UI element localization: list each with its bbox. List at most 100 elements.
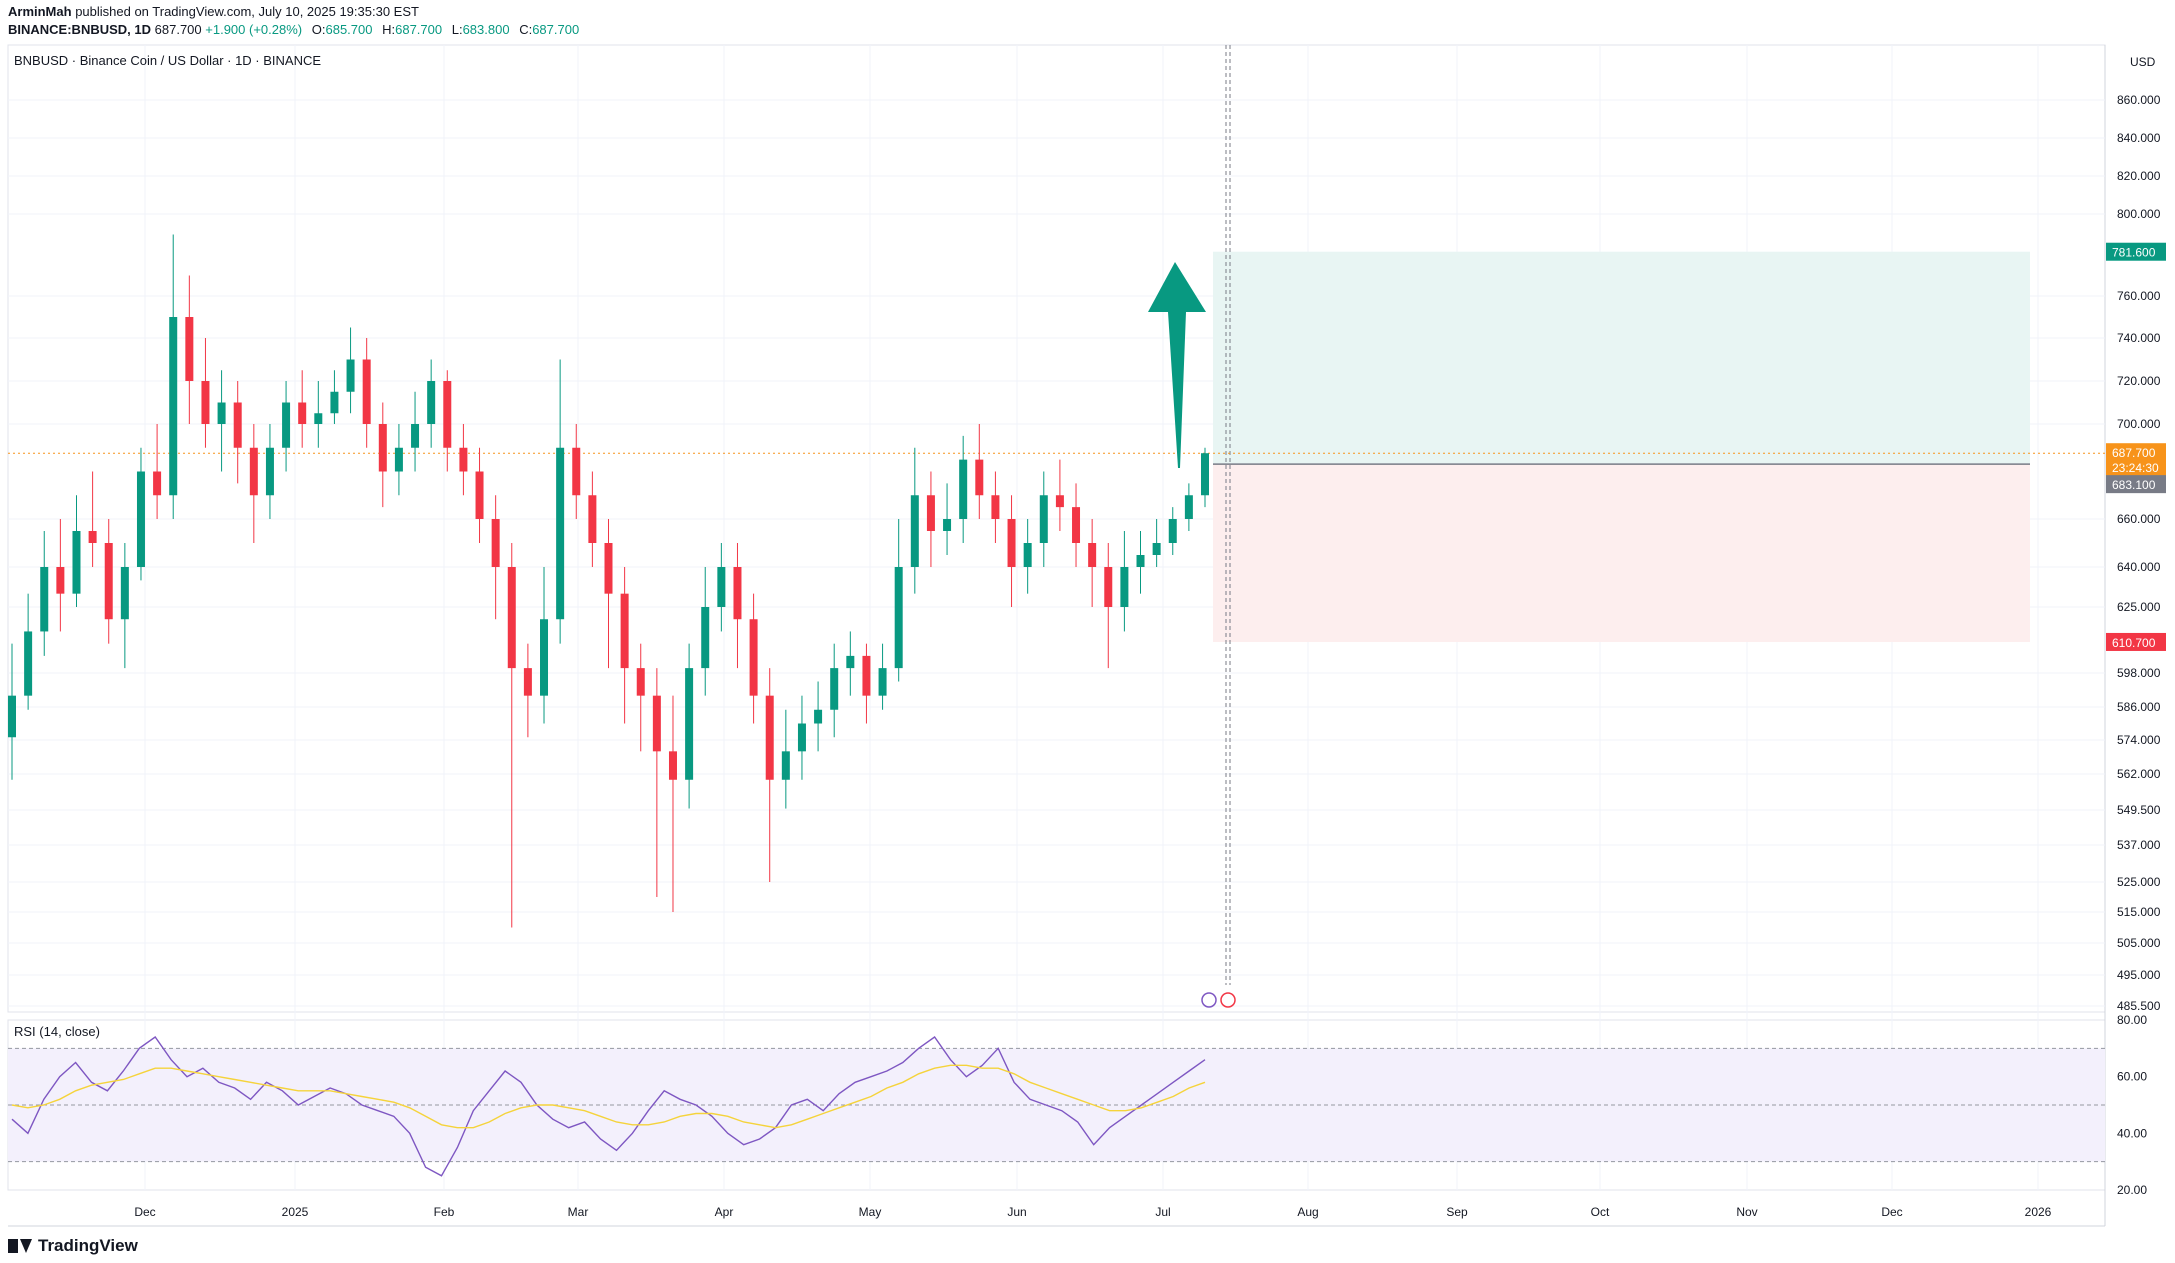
- candle-body: [459, 447, 468, 472]
- time-tick-label: Apr: [715, 1205, 734, 1219]
- candle-body: [24, 631, 33, 696]
- candle-body: [540, 619, 549, 696]
- price-tick-label: 700.000: [2117, 417, 2161, 431]
- candle-body: [1120, 567, 1129, 607]
- candle-body: [1088, 543, 1097, 567]
- candle-body: [249, 447, 258, 496]
- rsi-tick-label: 80.00: [2117, 1013, 2147, 1027]
- candle-body: [685, 668, 694, 780]
- price-tick-label: 860.000: [2117, 93, 2161, 107]
- time-tick-label: 2026: [2025, 1205, 2052, 1219]
- price-tick-label: 800.000: [2117, 207, 2161, 221]
- candle-body: [1072, 507, 1081, 543]
- candle-body: [475, 471, 484, 519]
- price-tick-label: 720.000: [2117, 374, 2161, 388]
- candle-body: [169, 317, 178, 496]
- price-tick-label: 640.000: [2117, 560, 2161, 574]
- candle-body: [717, 567, 726, 607]
- candle-body: [878, 668, 887, 696]
- candle-body: [427, 381, 436, 424]
- price-tick-label: 562.000: [2117, 767, 2161, 781]
- ohlc-header: BINANCE:BNBUSD, 1D 687.700 +1.900 (+0.28…: [8, 22, 579, 37]
- candle-body: [507, 567, 516, 669]
- rsi-ma-line: [11, 1064, 1206, 1129]
- time-tick-label: Nov: [1736, 1205, 1757, 1219]
- time-tick-label: Aug: [1297, 1205, 1318, 1219]
- candle-body: [40, 567, 49, 632]
- price-tick-label: 820.000: [2117, 169, 2161, 183]
- event-icon: [1201, 992, 1217, 1008]
- time-tick-label: Oct: [1591, 1205, 1610, 1219]
- close-value: 687.700: [532, 22, 580, 37]
- candle-body: [56, 567, 65, 594]
- publish-info: ArminMah published on TradingView.com, J…: [8, 4, 419, 19]
- countdown-timer: 23:24:30: [2112, 461, 2159, 475]
- price-tick-label: 495.000: [2117, 968, 2161, 982]
- candle-body: [959, 459, 968, 519]
- price-tick-label: 598.000: [2117, 666, 2161, 680]
- stop-price-marker: 610.700: [2112, 636, 2156, 650]
- flag-icon: [1220, 992, 1236, 1008]
- series-legend[interactable]: BNBUSD · Binance Coin / US Dollar · 1D ·…: [14, 53, 322, 68]
- currency-label: USD: [2130, 55, 2156, 69]
- brand-name: TradingView: [38, 1236, 138, 1255]
- price-tick-label: 740.000: [2117, 331, 2161, 345]
- price-tick-label: 485.500: [2117, 999, 2161, 1013]
- candle-body: [1168, 519, 1177, 543]
- candle-body: [749, 619, 758, 696]
- price-tick-label: 525.000: [2117, 875, 2161, 889]
- candle-body: [926, 495, 935, 531]
- rsi-tick-label: 60.00: [2117, 1070, 2147, 1084]
- candle-body: [636, 668, 645, 696]
- price-tick-label: 574.000: [2117, 733, 2161, 747]
- candle-body: [136, 471, 145, 567]
- candle-body: [1152, 543, 1161, 555]
- candle-body: [1039, 495, 1048, 543]
- price-tick-label: 660.000: [2117, 512, 2161, 526]
- price-tick-label: 625.000: [2117, 600, 2161, 614]
- time-tick-label: Feb: [434, 1205, 455, 1219]
- time-tick-label: 2025: [282, 1205, 309, 1219]
- candle-body: [185, 317, 194, 381]
- candle-body: [701, 607, 710, 669]
- open-value: 685.700: [325, 22, 373, 37]
- published-text: published on TradingView.com, July 10, 2…: [75, 4, 419, 19]
- candle-body: [394, 447, 403, 472]
- candle-body: [1055, 495, 1064, 508]
- candle-body: [298, 402, 307, 424]
- candle-body: [652, 695, 661, 752]
- last-price-marker: 687.700: [2112, 446, 2156, 460]
- candle-body: [201, 381, 210, 424]
- candle-body: [620, 593, 629, 669]
- candle-body: [314, 413, 323, 424]
- low-label: L:: [451, 22, 463, 37]
- low-value: 683.800: [462, 22, 510, 37]
- candle-body: [830, 668, 839, 710]
- author-name[interactable]: ArminMah: [8, 4, 72, 19]
- candle-body: [765, 695, 774, 780]
- price-tick-label: 586.000: [2117, 700, 2161, 714]
- rsi-tick-label: 40.00: [2117, 1126, 2147, 1140]
- candle-body: [282, 402, 291, 448]
- tradingview-logo[interactable]: TradingView: [8, 1236, 138, 1256]
- target-zone: [1213, 251, 2030, 465]
- candle-body: [88, 531, 97, 543]
- candle-body: [604, 543, 613, 594]
- time-tick-label: Mar: [568, 1205, 589, 1219]
- high-value: 687.700: [395, 22, 443, 37]
- change-value: +1.900 (+0.28%): [205, 22, 303, 37]
- rsi-legend[interactable]: RSI (14, close): [14, 1024, 100, 1039]
- candle-body: [153, 471, 162, 496]
- candle-body: [233, 402, 242, 448]
- time-tick-label: Dec: [1881, 1205, 1902, 1219]
- time-tick-label: Sep: [1446, 1205, 1468, 1219]
- last-price-marker-bg: [2106, 443, 2166, 478]
- candle-body: [265, 447, 274, 496]
- candle-body: [846, 655, 855, 669]
- candle-body: [120, 567, 129, 620]
- candle-body: [572, 447, 581, 496]
- price-tick-label: 537.000: [2117, 838, 2161, 852]
- candle-body: [330, 391, 339, 414]
- target-price-marker-bg: [2106, 242, 2166, 261]
